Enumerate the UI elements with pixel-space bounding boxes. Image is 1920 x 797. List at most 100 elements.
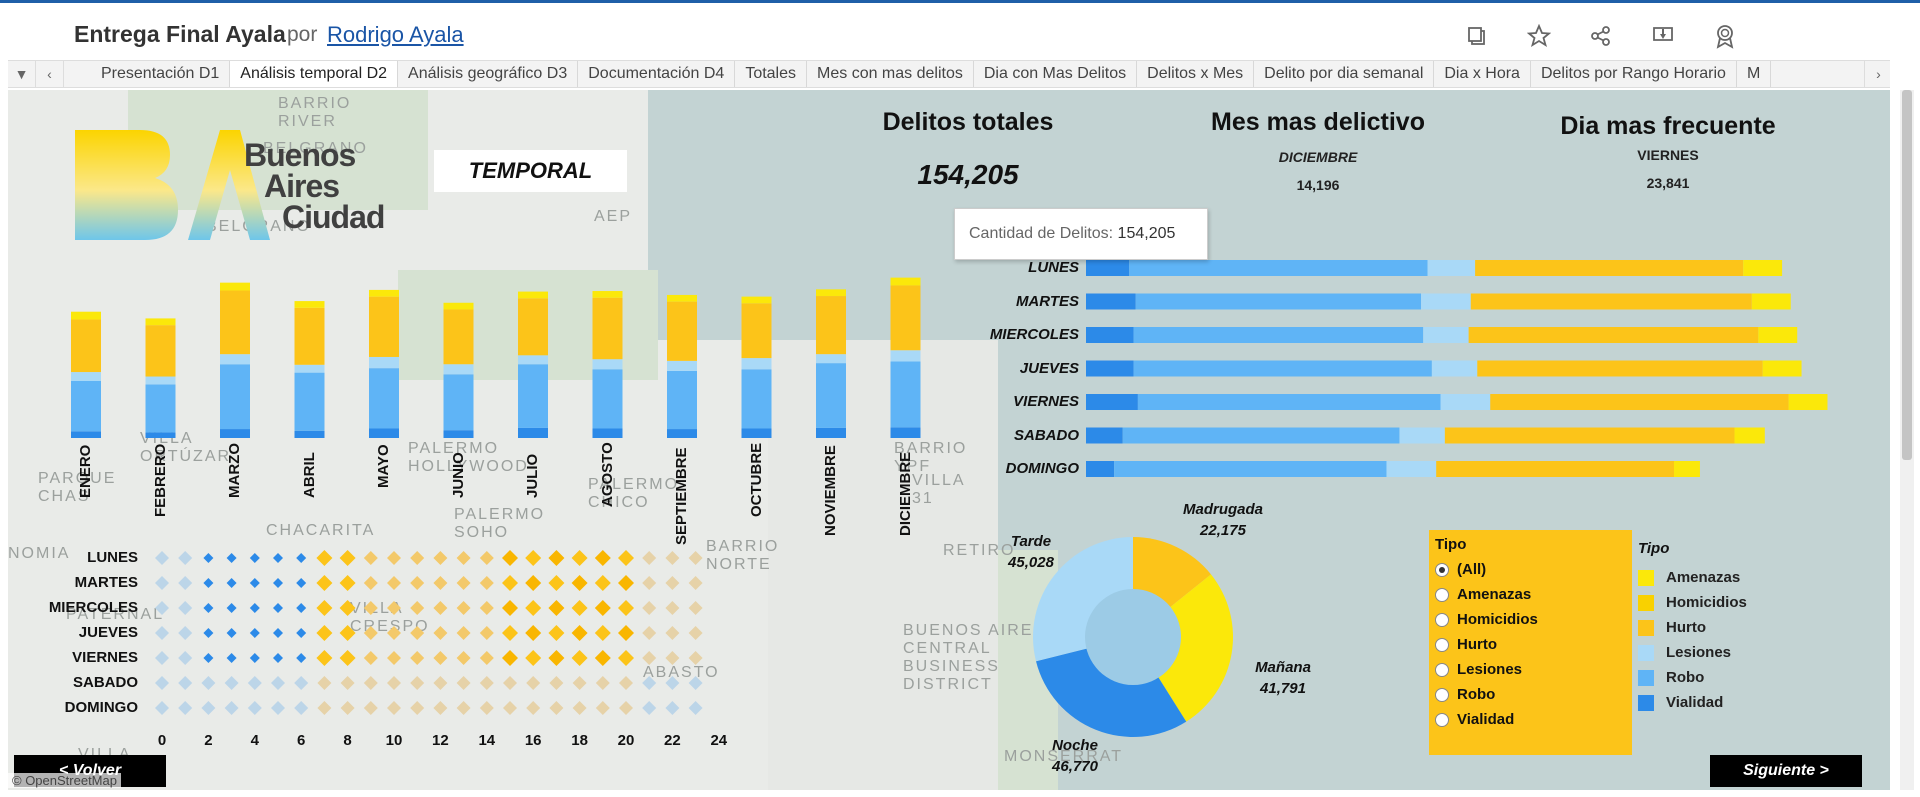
heatmap-cell[interactable] [642, 601, 657, 615]
heatmap-cell[interactable] [155, 576, 169, 590]
heatmap-cell[interactable] [571, 625, 588, 641]
heatmap-cell[interactable] [178, 601, 193, 615]
heatmap-cell[interactable] [433, 601, 448, 615]
month-bar-segment[interactable] [71, 319, 101, 373]
heatmap-cell[interactable] [226, 603, 237, 613]
month-bar-segment[interactable] [890, 277, 921, 286]
heatmap-cell[interactable] [618, 650, 634, 666]
heatmap-cell[interactable] [502, 625, 518, 641]
heatmap-cell[interactable] [203, 578, 214, 588]
heatmap-cell[interactable] [296, 653, 307, 663]
heatmap-cell[interactable] [410, 701, 425, 715]
tab-menu-icon[interactable]: ▼ [8, 61, 36, 87]
month-bar-segment[interactable] [667, 301, 697, 361]
heatmap-cell[interactable] [642, 651, 657, 665]
heatmap-cell[interactable] [433, 576, 448, 590]
heatmap-cell[interactable] [503, 676, 517, 690]
month-bar-segment[interactable] [741, 296, 772, 304]
heatmap-cell[interactable] [665, 576, 680, 590]
month-bar-segment[interactable] [890, 361, 921, 428]
weekday-bar-segment[interactable] [1440, 394, 1491, 410]
month-bar-segment[interactable] [592, 297, 623, 360]
heatmap-cell[interactable] [316, 575, 333, 591]
heatmap-cell[interactable] [433, 701, 448, 715]
heatmap-cell[interactable] [665, 651, 680, 665]
legend-item[interactable]: Amenazas [1638, 565, 1747, 590]
heatmap-cell[interactable] [273, 628, 283, 638]
weekday-bar-segment[interactable] [1788, 394, 1828, 410]
heatmap-cell[interactable] [456, 601, 471, 615]
weekday-bar-segment[interactable] [1086, 327, 1134, 343]
legend-item[interactable]: Hurto [1638, 615, 1747, 640]
heatmap-cell[interactable] [479, 701, 494, 715]
month-bar-segment[interactable] [294, 307, 325, 365]
month-bar-segment[interactable] [592, 359, 623, 370]
weekday-bar-segment[interactable] [1114, 461, 1387, 477]
heatmap-cell[interactable] [688, 576, 703, 590]
heatmap-cell[interactable] [688, 601, 703, 615]
weekday-bar-segment[interactable] [1086, 360, 1134, 377]
heatmap-cell[interactable] [316, 600, 333, 616]
month-bar-segment[interactable] [369, 428, 399, 439]
share-icon[interactable] [1586, 21, 1616, 51]
heatmap-cell[interactable] [571, 600, 588, 616]
heatmap-cell[interactable] [155, 626, 169, 640]
heatmap-cell[interactable] [296, 603, 307, 613]
tab-totales[interactable]: Totales [735, 61, 808, 87]
month-bar-segment[interactable] [816, 296, 846, 355]
heatmap-cell[interactable] [273, 553, 283, 563]
heatmap-cell[interactable] [273, 603, 283, 613]
month-bar-segment[interactable] [667, 429, 697, 438]
month-bar-segment[interactable] [369, 296, 399, 357]
heatmap-cell[interactable] [201, 701, 216, 715]
scrollbar-thumb[interactable] [1902, 90, 1912, 460]
download-icon[interactable] [1648, 21, 1678, 51]
weekday-bar-segment[interactable] [1133, 360, 1432, 377]
month-bar-segment[interactable] [294, 430, 325, 438]
heatmap-cell[interactable] [387, 626, 401, 640]
heatmap-cell[interactable] [340, 701, 355, 715]
tab-delitos-x-mes[interactable]: Delitos x Mes [1137, 61, 1255, 87]
heatmap-cell[interactable] [203, 628, 214, 638]
heatmap-cell[interactable] [594, 650, 611, 666]
radio-icon[interactable] [1435, 687, 1449, 702]
month-bar-segment[interactable] [667, 294, 697, 302]
weekday-bar-segment[interactable] [1490, 394, 1789, 410]
month-bar-segment[interactable] [741, 428, 772, 439]
month-bar-segment[interactable] [667, 360, 697, 371]
heatmap-cell[interactable] [178, 551, 193, 565]
month-bar-segment[interactable] [220, 364, 250, 430]
heatmap-cell[interactable] [525, 625, 542, 641]
heatmap-cell[interactable] [363, 626, 378, 640]
weekday-bar-segment[interactable] [1386, 461, 1437, 477]
heatmap-cell[interactable] [549, 676, 564, 690]
filter-option[interactable]: Robo [1435, 682, 1626, 707]
weekday-bar-segment[interactable] [1137, 394, 1441, 410]
heatmap-cell[interactable] [316, 650, 333, 666]
weekday-bar-segment[interactable] [1086, 293, 1136, 310]
heatmap-cell[interactable] [595, 676, 610, 690]
heatmap-cell[interactable] [339, 550, 356, 566]
month-bar-segment[interactable] [71, 311, 101, 320]
heatmap-cell[interactable] [642, 676, 657, 690]
heatmap-cell[interactable] [433, 626, 448, 640]
next-button[interactable]: Siguiente > [1710, 755, 1862, 787]
heatmap-cell[interactable] [549, 701, 564, 715]
copy-icon[interactable] [1462, 21, 1492, 51]
heatmap-cell[interactable] [665, 626, 680, 640]
heatmap-cell[interactable] [317, 701, 332, 715]
heatmap-cell[interactable] [410, 601, 425, 615]
month-bar-segment[interactable] [816, 354, 846, 364]
month-bar-segment[interactable] [145, 318, 176, 326]
heatmap-cell[interactable] [618, 600, 634, 616]
heatmap-cell[interactable] [525, 550, 542, 566]
weekday-bar-segment[interactable] [1135, 293, 1422, 310]
heatmap-cell[interactable] [688, 626, 703, 640]
heatmap-cell[interactable] [594, 600, 611, 616]
month-bar-segment[interactable] [518, 355, 548, 365]
radio-icon[interactable] [1435, 662, 1449, 677]
tab-next-icon[interactable]: › [1864, 61, 1892, 87]
heatmap-cell[interactable] [665, 551, 680, 565]
heatmap-cell[interactable] [456, 626, 471, 640]
radio-icon[interactable] [1435, 587, 1449, 602]
